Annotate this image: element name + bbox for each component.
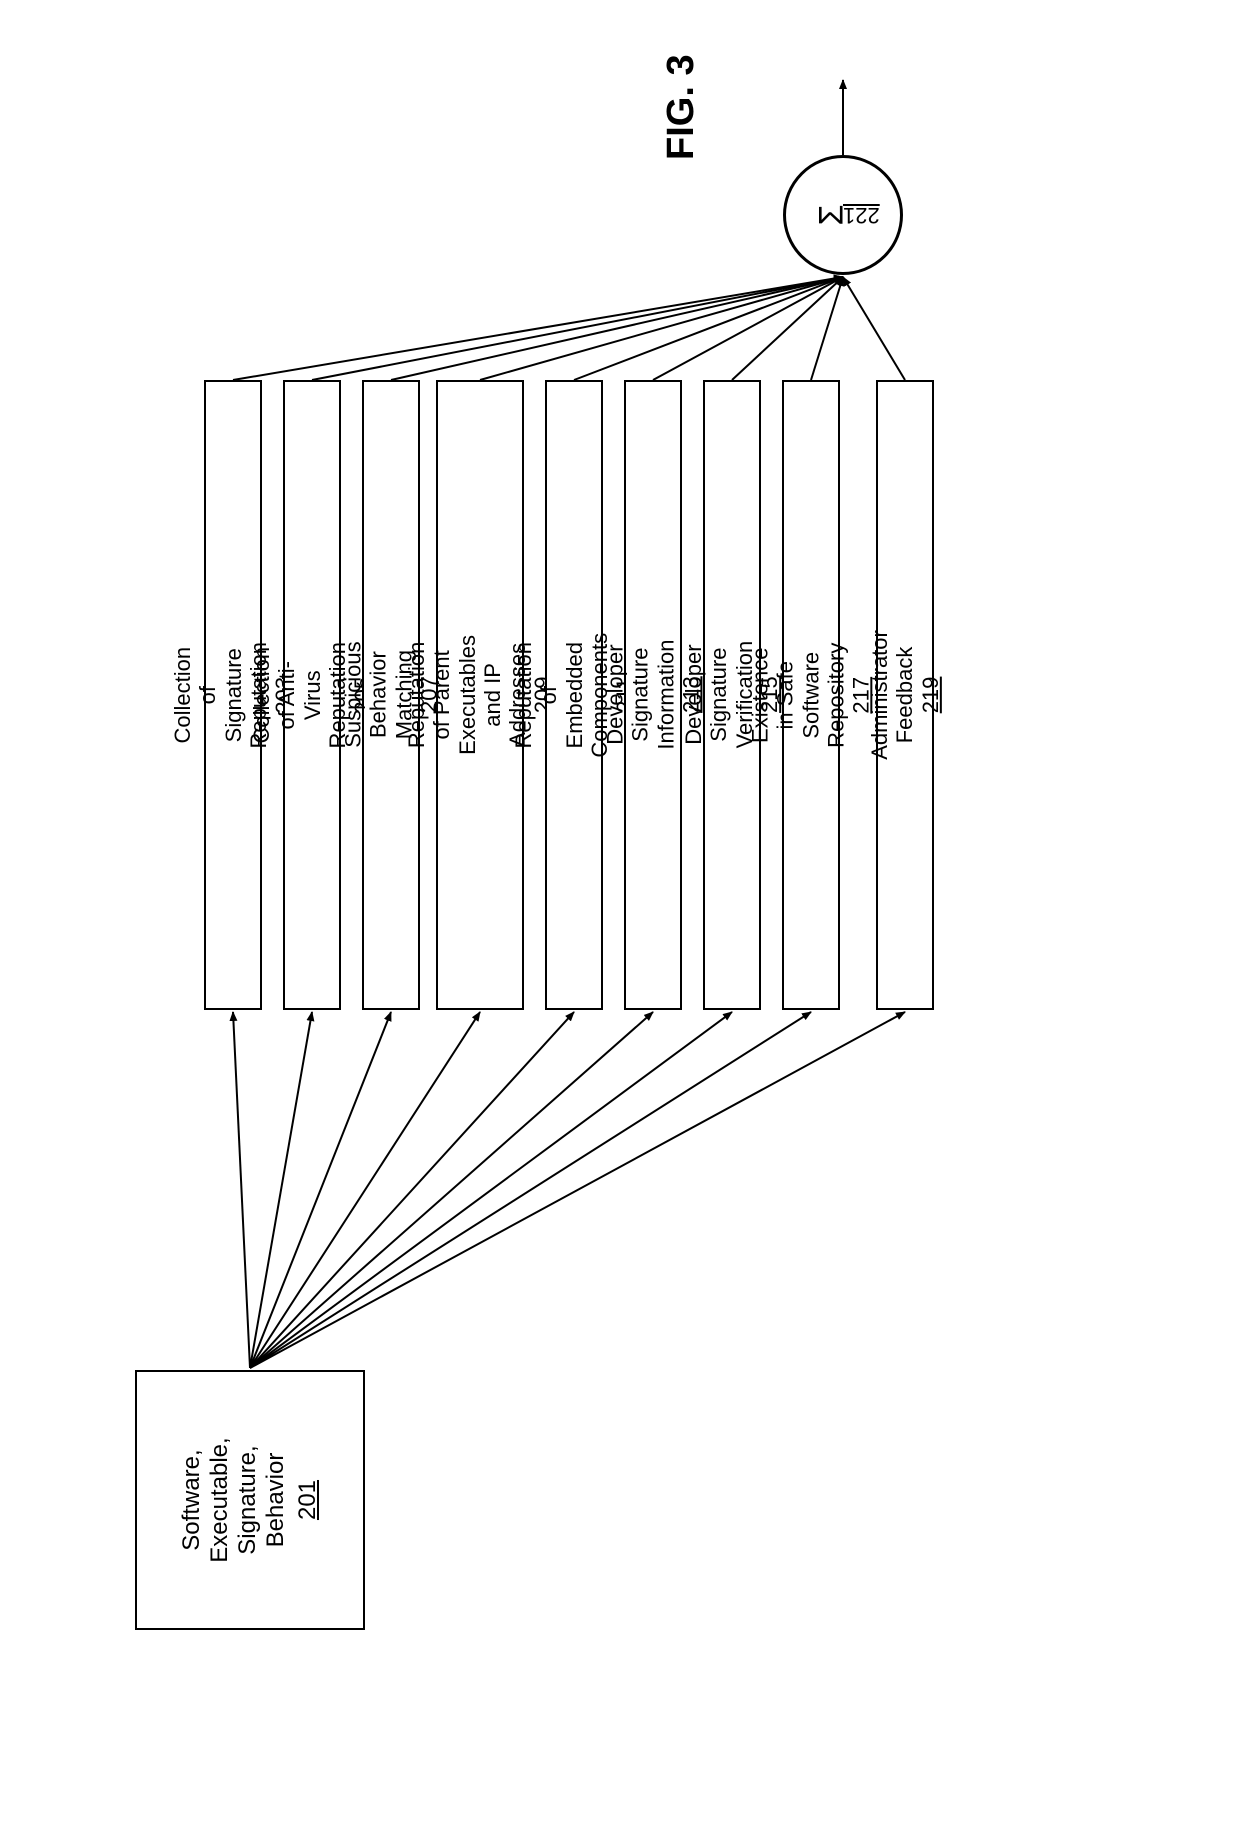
factor-label: Administrator Feedback219 [867, 630, 943, 760]
factor-text: Collection of Anti-Virus Reputation [249, 642, 350, 748]
factor-box-219: Administrator Feedback219 [876, 380, 934, 1010]
input-node-line: Executable, [206, 1437, 234, 1562]
sum-node: Σ221 [783, 155, 903, 275]
factor-box-205: Collection of Anti-Virus Reputation205 [283, 380, 341, 1010]
input-node-line: Software, [178, 1449, 206, 1550]
factor-box-213: Developer Signature Information213 [624, 380, 682, 1010]
factor-text: Reputation of Embedded Components [511, 633, 612, 758]
input-node-line: Signature, [234, 1445, 262, 1554]
factor-ref: 219 [918, 677, 943, 714]
factor-text: Existence in Safe Software Repository [748, 642, 849, 747]
factor-label: Existence in Safe Software Repository217 [748, 642, 874, 747]
factor-box-211: Reputation of Embedded Components211 [545, 380, 603, 1010]
input-node-ref: 201 [294, 1480, 322, 1520]
figure-title: FIG. 3 [660, 54, 703, 160]
input-node-line: Behavior [262, 1453, 290, 1548]
factor-text: Administrator Feedback [867, 630, 917, 760]
factor-box-217: Existence in Safe Software Repository217 [782, 380, 840, 1010]
input-node: Software,Executable,Signature,Behavior20… [135, 1370, 365, 1630]
sum-ref: 221 [843, 204, 880, 226]
factor-text: Developer Signature Verification [681, 641, 757, 749]
factor-text: Developer Signature Information [602, 640, 678, 750]
